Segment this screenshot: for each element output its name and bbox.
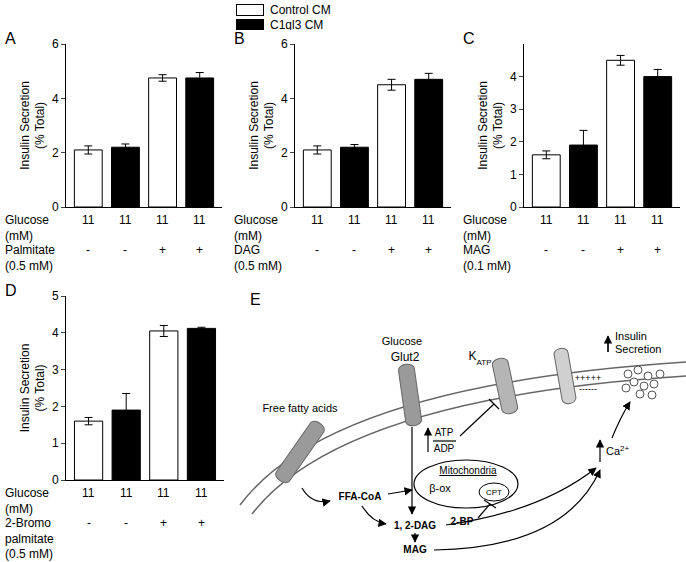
- svg-text:3: 3: [52, 363, 59, 377]
- svg-text:Ca2+: Ca2+: [606, 444, 630, 458]
- svg-text:DAG(0.5 mM): DAG(0.5 mM): [234, 243, 282, 273]
- svg-text:------: ------: [579, 384, 597, 394]
- svg-text:3: 3: [510, 102, 517, 116]
- svg-text:+++++: +++++: [575, 373, 601, 383]
- svg-text:2: 2: [510, 135, 517, 149]
- svg-text:2-Bromopalmitate(0.5 mM): 2-Bromopalmitate(0.5 mM): [5, 516, 54, 561]
- svg-text:Glucose(mM): Glucose(mM): [5, 486, 49, 516]
- svg-text:+: +: [617, 243, 624, 257]
- svg-text:11: 11: [577, 213, 590, 227]
- svg-text:6: 6: [281, 37, 288, 51]
- svg-text:-: -: [352, 243, 356, 257]
- svg-text:4: 4: [281, 92, 288, 106]
- svg-text:-: -: [86, 243, 90, 257]
- svg-text:1: 1: [510, 168, 517, 182]
- svg-text:1: 1: [52, 436, 59, 450]
- svg-text:A: A: [5, 30, 16, 47]
- svg-text:CPT: CPT: [486, 488, 502, 497]
- svg-text:+: +: [160, 516, 167, 530]
- svg-text:Mitochondria: Mitochondria: [439, 465, 497, 476]
- svg-text:11: 11: [119, 213, 132, 227]
- svg-text:Insulin Secretion(% Total): Insulin Secretion(% Total): [18, 81, 48, 170]
- svg-text:2-BP: 2-BP: [450, 516, 474, 527]
- svg-text:Insulin: Insulin: [615, 330, 647, 342]
- svg-text:Glucose(mM): Glucose(mM): [234, 213, 278, 243]
- svg-text:11: 11: [540, 213, 553, 227]
- svg-text:Secretion: Secretion: [615, 343, 661, 355]
- svg-text:1, 2-DAG: 1, 2-DAG: [394, 520, 436, 531]
- svg-text:2: 2: [52, 400, 59, 414]
- svg-text:11: 11: [651, 213, 664, 227]
- html-text:Control CM: Control CM: [270, 2, 331, 17]
- svg-text:11: 11: [82, 486, 95, 500]
- svg-text:11: 11: [385, 213, 398, 227]
- svg-text:0: 0: [52, 473, 59, 487]
- svg-text:+: +: [196, 243, 203, 257]
- svg-text:5: 5: [52, 289, 59, 303]
- svg-text:MAG(0.1 mM): MAG(0.1 mM): [463, 243, 511, 273]
- svg-text:MAG: MAG: [403, 544, 427, 555]
- svg-text:0: 0: [510, 200, 517, 214]
- svg-text:-: -: [87, 516, 91, 530]
- svg-text:+: +: [388, 243, 395, 257]
- svg-text:11: 11: [311, 213, 324, 227]
- svg-text:+: +: [198, 516, 205, 530]
- svg-text:Palmitate(0.5 mM): Palmitate(0.5 mM): [5, 243, 55, 273]
- svg-text:11: 11: [120, 486, 133, 500]
- html-text:C1ql3 CM: C1ql3 CM: [270, 17, 324, 32]
- svg-text:2: 2: [281, 146, 288, 160]
- svg-text:0: 0: [52, 200, 59, 214]
- svg-text:11: 11: [422, 213, 435, 227]
- svg-text:11: 11: [614, 213, 627, 227]
- svg-text:+: +: [159, 243, 166, 257]
- svg-text:FFA-CoA: FFA-CoA: [339, 491, 382, 502]
- svg-text:Insulin Secretion(% Total): Insulin Secretion(% Total): [476, 81, 506, 170]
- svg-text:-: -: [123, 243, 127, 257]
- svg-text:Glut2: Glut2: [391, 350, 420, 364]
- svg-text:+: +: [654, 243, 661, 257]
- svg-text:Glucose: Glucose: [382, 335, 422, 347]
- svg-text:Free fatty acids: Free fatty acids: [262, 402, 338, 414]
- svg-text:ADP: ADP: [434, 443, 455, 454]
- svg-text:6: 6: [52, 37, 59, 51]
- svg-text:-: -: [544, 243, 548, 257]
- svg-text:-: -: [581, 243, 585, 257]
- svg-text:-: -: [124, 516, 128, 530]
- svg-text:+: +: [425, 243, 432, 257]
- svg-text:Glucose(mM): Glucose(mM): [5, 213, 49, 243]
- svg-text:Glucose(mM): Glucose(mM): [463, 213, 507, 243]
- svg-text:B: B: [234, 30, 245, 47]
- svg-text:11: 11: [193, 213, 206, 227]
- svg-text:2: 2: [52, 146, 59, 160]
- svg-text:ATP: ATP: [435, 427, 454, 438]
- svg-text:11: 11: [157, 486, 170, 500]
- svg-text:11: 11: [156, 213, 169, 227]
- svg-text:β-ox: β-ox: [429, 482, 451, 494]
- svg-text:E: E: [250, 291, 261, 308]
- svg-text:C: C: [463, 30, 475, 47]
- svg-text:Insulin Secretion(% Total): Insulin Secretion(% Total): [18, 344, 48, 433]
- svg-text:11: 11: [348, 213, 361, 227]
- svg-text:0: 0: [281, 200, 288, 214]
- svg-text:4: 4: [52, 326, 59, 340]
- svg-text:4: 4: [52, 92, 59, 106]
- svg-text:11: 11: [195, 486, 208, 500]
- svg-text:-: -: [315, 243, 319, 257]
- svg-text:4: 4: [510, 70, 517, 84]
- svg-text:D: D: [5, 282, 17, 299]
- svg-text:11: 11: [82, 213, 95, 227]
- svg-text:KATP: KATP: [469, 349, 492, 367]
- svg-text:Insulin Secretion(% Total): Insulin Secretion(% Total): [247, 81, 277, 170]
